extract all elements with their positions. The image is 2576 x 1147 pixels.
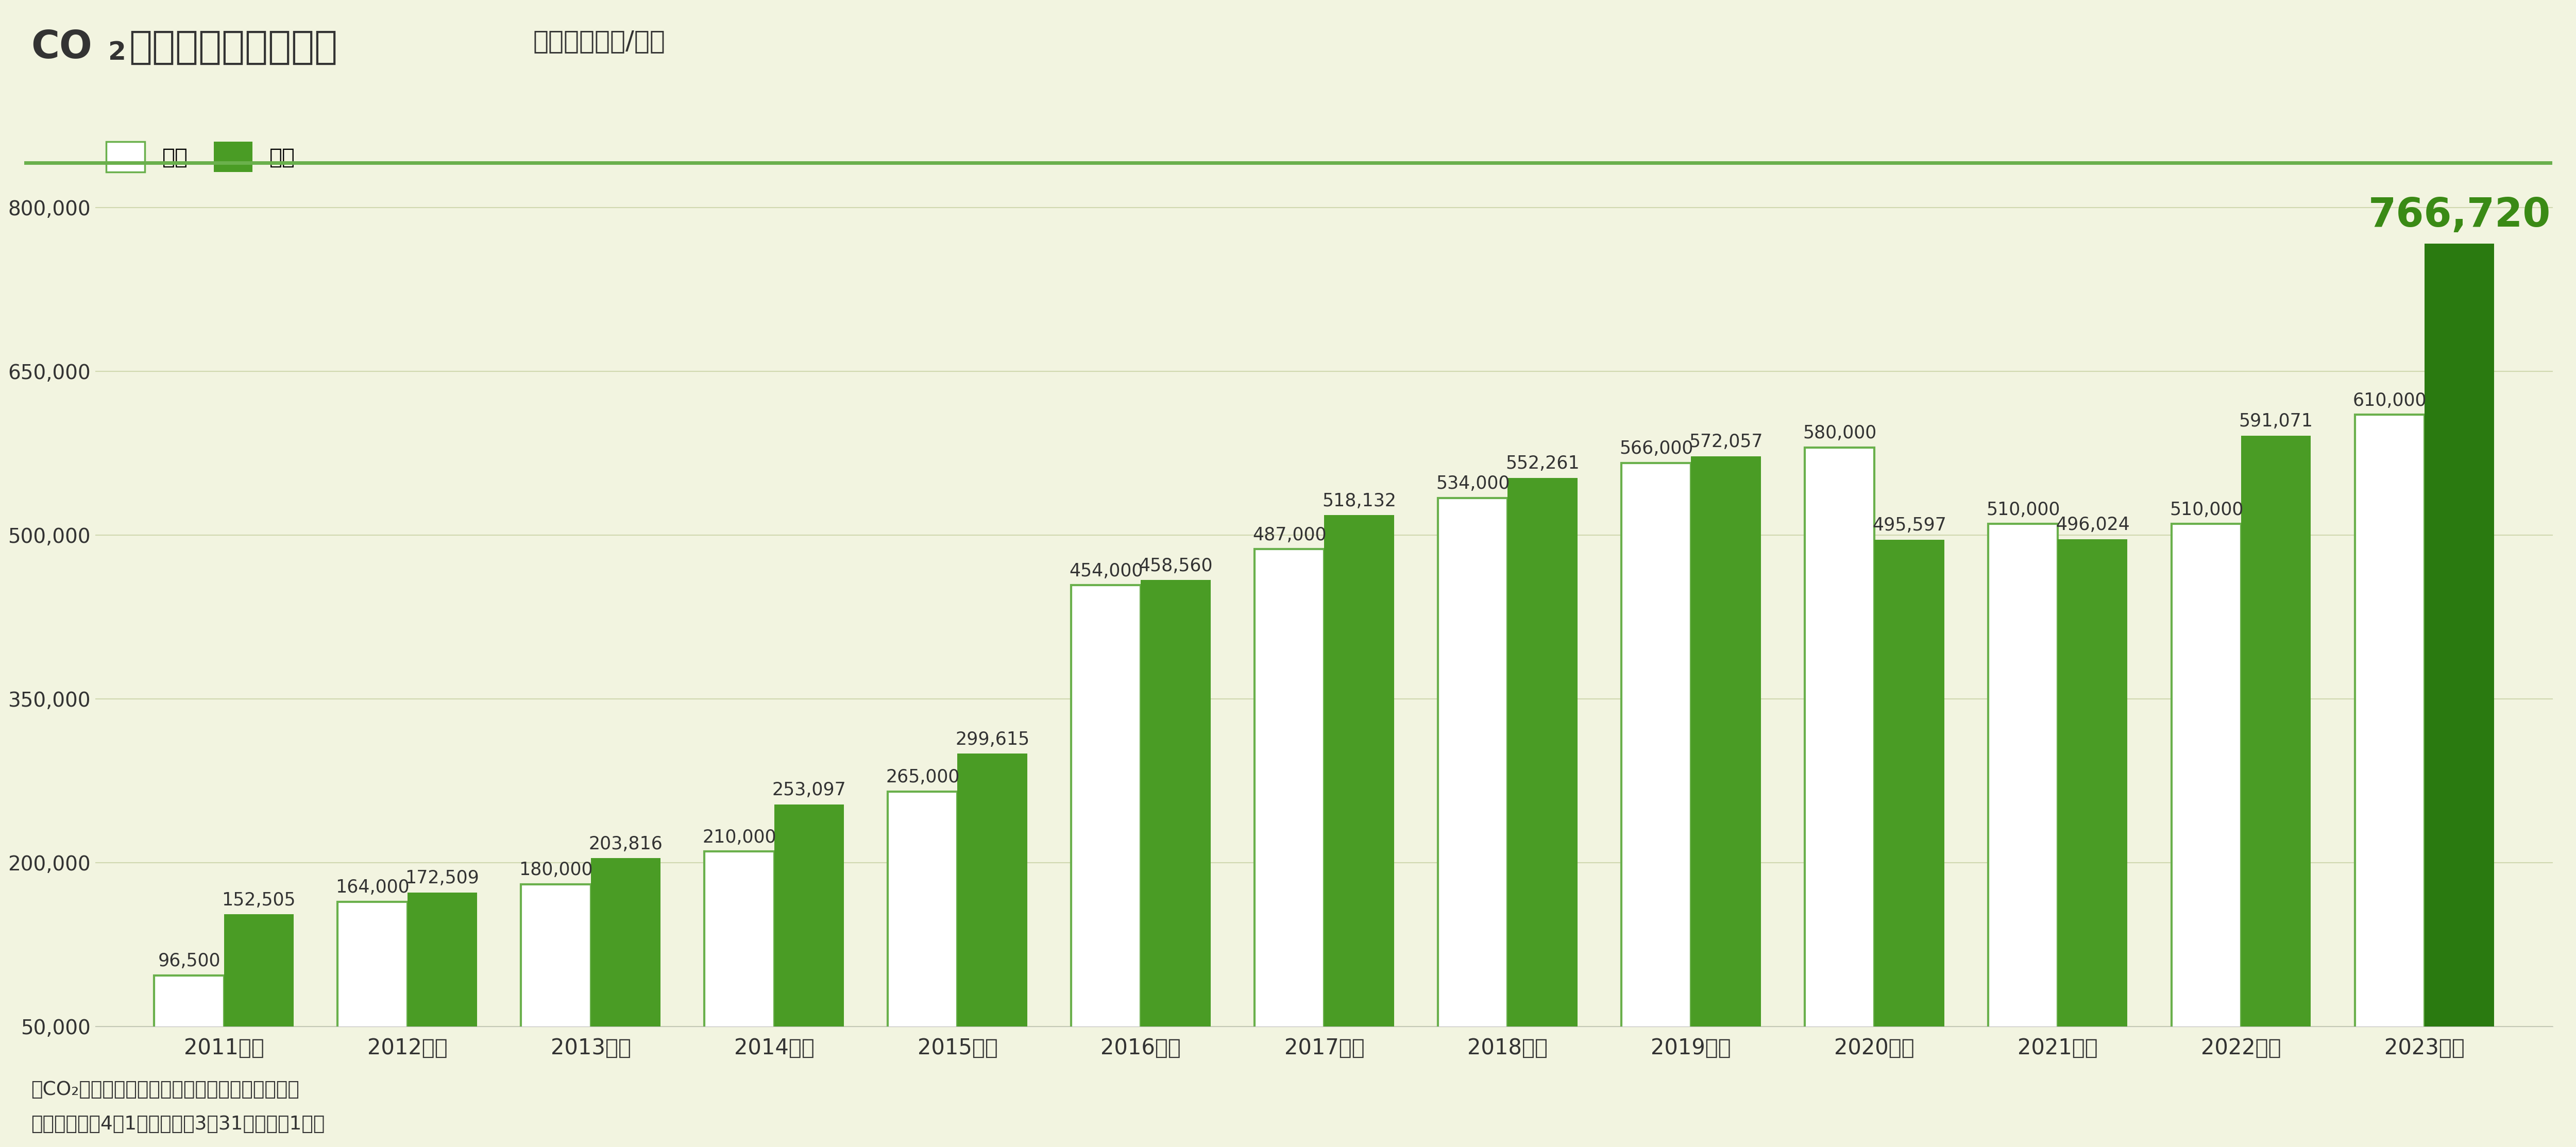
Bar xyxy=(1324,515,1394,1080)
Bar xyxy=(958,754,1028,1080)
Text: ・CO₂排出原単位は「環境省」発表の数値を適用: ・CO₂排出原単位は「環境省」発表の数値を適用 xyxy=(31,1080,299,1099)
Bar xyxy=(1255,549,1324,1080)
Bar xyxy=(1437,498,1507,1080)
Bar xyxy=(337,902,407,1080)
Bar xyxy=(1507,478,1577,1080)
Bar xyxy=(2058,539,2128,1080)
Text: 180,000: 180,000 xyxy=(518,861,592,879)
Text: 580,000: 580,000 xyxy=(1803,424,1875,442)
Bar xyxy=(1690,457,1762,1080)
Bar xyxy=(155,975,224,1080)
Bar xyxy=(2241,436,2311,1080)
Text: 172,509: 172,509 xyxy=(404,869,479,887)
Text: 排出抑制貢献量推移: 排出抑制貢献量推移 xyxy=(129,29,337,67)
Bar xyxy=(775,804,845,1080)
Text: 164,000: 164,000 xyxy=(335,879,410,896)
Text: ・年度は毎年4月1日から翳年3月31日までの1年間: ・年度は毎年4月1日から翳年3月31日までの1年間 xyxy=(31,1115,325,1133)
Bar xyxy=(1072,585,1141,1080)
Text: 487,000: 487,000 xyxy=(1252,526,1327,544)
Text: 2: 2 xyxy=(108,40,126,65)
Bar xyxy=(1620,463,1690,1080)
Text: 458,560: 458,560 xyxy=(1139,557,1213,575)
Text: 610,000: 610,000 xyxy=(2352,392,2427,409)
Text: 534,000: 534,000 xyxy=(1435,475,1510,492)
Text: （単位：トン/年）: （単位：トン/年） xyxy=(533,29,665,54)
Text: 766,720: 766,720 xyxy=(2367,196,2550,235)
Bar xyxy=(2354,415,2424,1080)
Text: 299,615: 299,615 xyxy=(956,731,1030,748)
Bar xyxy=(1806,447,1875,1080)
Bar xyxy=(1141,580,1211,1080)
Text: 96,500: 96,500 xyxy=(157,952,222,970)
Text: 510,000: 510,000 xyxy=(1986,501,2061,518)
Text: 210,000: 210,000 xyxy=(703,828,775,846)
Bar xyxy=(703,851,775,1080)
Bar xyxy=(2172,524,2241,1080)
Text: 572,057: 572,057 xyxy=(1690,434,1762,451)
Text: 495,597: 495,597 xyxy=(1873,517,1947,535)
Text: 265,000: 265,000 xyxy=(886,768,961,786)
Bar xyxy=(1989,524,2058,1080)
Text: 152,505: 152,505 xyxy=(222,891,296,908)
Text: 496,024: 496,024 xyxy=(2056,516,2130,533)
Text: CO: CO xyxy=(31,29,93,67)
Text: 510,000: 510,000 xyxy=(2169,501,2244,518)
Text: 566,000: 566,000 xyxy=(1620,440,1692,458)
Legend: 目標, 実績: 目標, 実績 xyxy=(106,141,296,172)
Text: 591,071: 591,071 xyxy=(2239,413,2313,430)
Bar xyxy=(590,858,659,1080)
Bar xyxy=(520,884,590,1080)
Text: 253,097: 253,097 xyxy=(773,781,845,799)
Bar xyxy=(224,914,294,1080)
Bar xyxy=(889,791,958,1080)
Bar xyxy=(407,892,477,1080)
Text: 552,261: 552,261 xyxy=(1504,455,1579,473)
Text: 203,816: 203,816 xyxy=(587,835,662,853)
Text: 454,000: 454,000 xyxy=(1069,562,1144,579)
Text: 518,132: 518,132 xyxy=(1321,492,1396,509)
Bar xyxy=(1875,540,1945,1080)
Bar xyxy=(2424,243,2494,1080)
